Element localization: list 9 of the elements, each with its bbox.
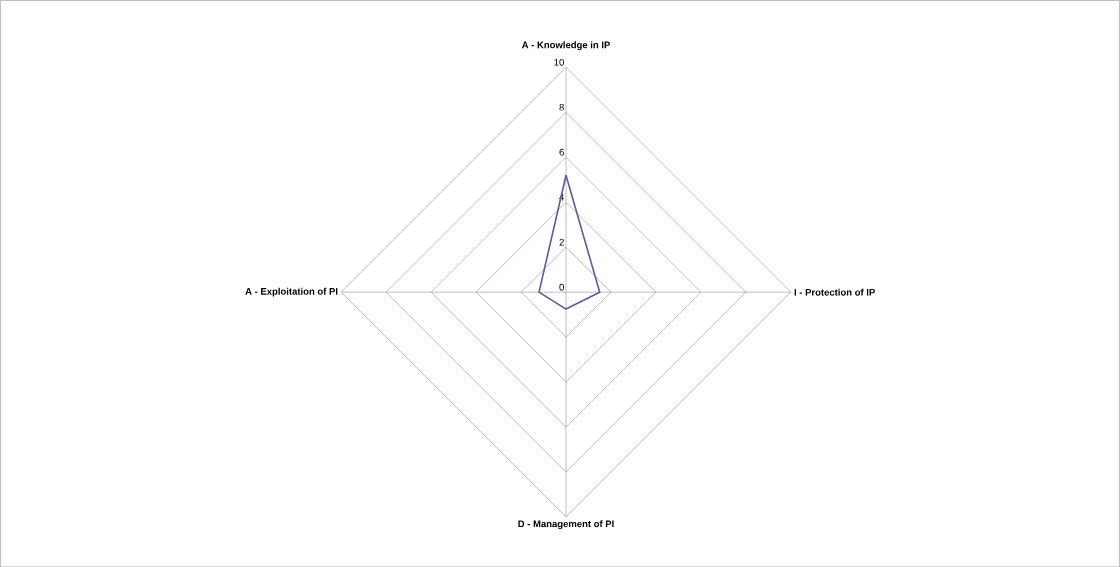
- spoke-label: A - Knowledge in IP: [521, 41, 610, 50]
- spoke-label: I - Protection of IP: [794, 288, 875, 296]
- y-tick-label: 8: [559, 103, 564, 111]
- y-tick-label: 2: [559, 238, 564, 246]
- y-tick-label: 10: [554, 58, 564, 66]
- y-tick-label: 6: [559, 148, 564, 156]
- spoke-label: D - Management of PI: [518, 520, 614, 529]
- spoke-label: A - Exploitation of PI: [245, 287, 338, 297]
- y-tick-label: 0: [559, 283, 564, 291]
